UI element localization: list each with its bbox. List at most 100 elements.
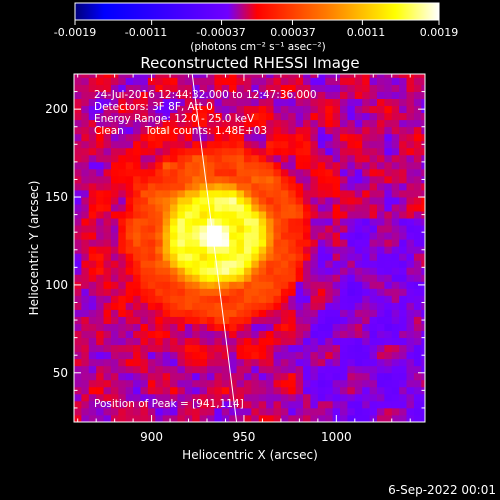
heatmap-cell: [243, 288, 252, 296]
heatmap-cell: [177, 105, 186, 114]
heatmap-cell: [421, 119, 425, 128]
heatmap-cell: [88, 105, 97, 114]
heatmap-cell: [162, 393, 171, 402]
heatmap-cell: [199, 140, 208, 149]
heatmap-cell: [295, 190, 304, 198]
heatmap-cell: [421, 147, 425, 156]
heatmap-cell: [125, 386, 134, 395]
heatmap-cell: [110, 246, 119, 254]
heatmap-cell: [214, 91, 223, 100]
heatmap-cell: [133, 147, 141, 156]
heatmap-cell: [325, 323, 334, 332]
heatmap-cell: [347, 84, 356, 92]
heatmap-cell: [310, 372, 319, 381]
heatmap-cell: [214, 309, 223, 317]
heatmap-cell: [81, 372, 90, 381]
heatmap-cell: [88, 386, 97, 395]
heatmap-cell: [413, 91, 422, 100]
heatmap-cell: [221, 77, 230, 85]
heatmap-cell: [354, 84, 363, 92]
heatmap-cell: [133, 316, 141, 324]
heatmap-cell: [406, 358, 415, 367]
heatmap-cell: [140, 337, 149, 346]
heatmap-cell: [155, 218, 164, 226]
heatmap-cell: [310, 309, 319, 317]
heatmap-cell: [295, 232, 304, 240]
heatmap-cell: [96, 288, 104, 296]
heatmap-cell: [221, 168, 230, 177]
heatmap-cell: [332, 112, 341, 121]
heatmap-cell: [332, 204, 341, 212]
heatmap-cell: [74, 330, 82, 339]
heatmap-cell: [406, 351, 415, 360]
heatmap-cell: [125, 105, 134, 114]
heatmap-cell: [125, 119, 134, 128]
heatmap-cell: [236, 330, 245, 339]
heatmap-cell: [391, 344, 400, 353]
heatmap-cell: [236, 112, 245, 121]
heatmap-cell: [280, 323, 289, 332]
heatmap-cell: [155, 351, 164, 360]
heatmap-cell: [340, 211, 348, 219]
heatmap-cell: [347, 386, 356, 395]
heatmap-cell: [273, 351, 282, 360]
heatmap-cell: [303, 218, 311, 226]
heatmap-cell: [236, 323, 245, 332]
heatmap-cell: [376, 344, 385, 353]
heatmap-cell: [155, 140, 164, 149]
heatmap-cell: [421, 204, 425, 212]
heatmap-cell: [243, 386, 252, 395]
heatmap-cell: [118, 414, 127, 422]
heatmap-cell: [147, 344, 156, 353]
heatmap-cell: [192, 133, 201, 142]
heatmap-cell: [258, 337, 267, 346]
heatmap-cell: [310, 379, 319, 388]
heatmap-cell: [96, 281, 104, 289]
heatmap-cell: [140, 260, 149, 268]
heatmap-cell: [243, 197, 252, 205]
heatmap-cell: [362, 365, 370, 374]
heatmap-cell: [310, 267, 319, 275]
heatmap-cell: [192, 246, 201, 254]
heatmap-cell: [96, 77, 104, 85]
heatmap-cell: [362, 260, 370, 268]
heatmap-cell: [133, 323, 141, 332]
heatmap-cell: [184, 225, 193, 233]
heatmap-cell: [177, 281, 186, 289]
heatmap-cell: [273, 239, 282, 247]
heatmap-cell: [376, 74, 385, 78]
heatmap-cell: [88, 84, 97, 92]
heatmap-cell: [251, 147, 260, 156]
heatmap-cell: [325, 218, 334, 226]
heatmap-cell: [199, 372, 208, 381]
heatmap-cell: [162, 182, 171, 191]
heatmap-cell: [347, 105, 356, 114]
heatmap-cell: [295, 302, 304, 310]
heatmap-cell: [369, 112, 378, 121]
heatmap-cell: [362, 309, 370, 317]
heatmap-cell: [413, 140, 422, 149]
heatmap-cell: [177, 253, 186, 261]
heatmap-cell: [391, 295, 400, 303]
heatmap-cell: [354, 309, 363, 317]
heatmap-cell: [170, 182, 178, 191]
heatmap-cell: [354, 414, 363, 422]
heatmap-cell: [184, 379, 193, 388]
heatmap-cell: [413, 400, 422, 409]
heatmap-cell: [251, 204, 260, 212]
heatmap-cell: [147, 295, 156, 303]
heatmap-cell: [199, 74, 208, 78]
heatmap-cell: [354, 211, 363, 219]
heatmap-cell: [413, 246, 422, 254]
heatmap-cell: [221, 197, 230, 205]
heatmap-cell: [74, 154, 82, 163]
heatmap-cell: [199, 323, 208, 332]
heatmap-cell: [177, 190, 186, 198]
heatmap-cell: [421, 337, 425, 346]
heatmap-cell: [340, 147, 348, 156]
heatmap-cell: [421, 309, 425, 317]
heatmap-cell: [362, 161, 370, 170]
heatmap-cell: [332, 386, 341, 395]
heatmap-cell: [258, 140, 267, 149]
heatmap-cell: [362, 267, 370, 275]
